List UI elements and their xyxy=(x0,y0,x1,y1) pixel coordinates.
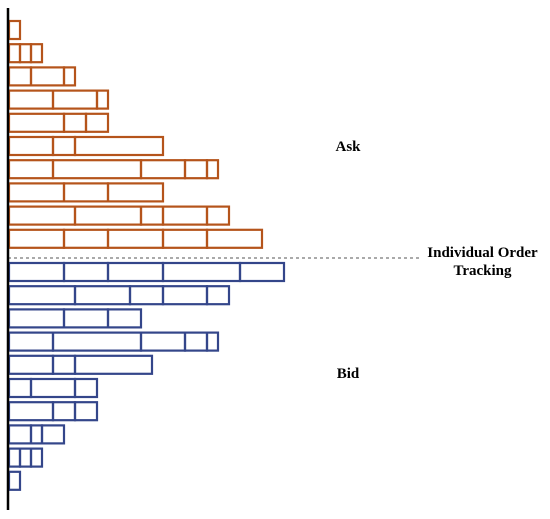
ask-order-box xyxy=(7,66,33,87)
bid-price-level xyxy=(7,401,99,422)
ask-order-box xyxy=(205,205,231,226)
ask-order-box xyxy=(7,43,22,64)
bid-price-level xyxy=(7,331,220,352)
ask-order-box xyxy=(62,66,77,87)
bid-order-box xyxy=(7,470,22,491)
bid-price-level xyxy=(7,377,99,399)
bid-order-box xyxy=(7,401,55,422)
ask-order-box xyxy=(161,205,209,226)
bid-order-box xyxy=(7,377,33,399)
bid-order-box xyxy=(62,308,110,329)
ask-label: Ask xyxy=(335,139,361,155)
bid-order-box xyxy=(73,285,132,306)
ask-order-box xyxy=(62,182,110,203)
bid-order-box xyxy=(7,308,66,329)
bid-order-box xyxy=(18,447,33,468)
ask-order-box xyxy=(95,89,110,110)
ask-price-level xyxy=(7,159,220,180)
ask-order-box xyxy=(73,135,165,157)
ask-order-box xyxy=(62,112,88,133)
bid-price-level xyxy=(7,285,231,306)
bid-order-box xyxy=(7,331,55,352)
individual-order-tracking-label: Individual Order Tracking xyxy=(420,244,545,280)
bid-order-box xyxy=(7,424,33,445)
ask-order-box xyxy=(51,135,77,157)
ask-order-box xyxy=(205,159,220,180)
bid-price-level xyxy=(7,470,22,491)
bid-order-box xyxy=(29,424,44,445)
ask-order-box xyxy=(139,205,165,226)
bid-order-box xyxy=(51,401,77,422)
ask-order-box xyxy=(73,205,143,226)
bid-order-box xyxy=(51,354,77,375)
bid-order-box xyxy=(73,401,99,422)
ask-order-box xyxy=(51,159,143,180)
ask-order-box xyxy=(7,159,55,180)
ask-order-box xyxy=(7,182,66,203)
bid-order-box xyxy=(139,331,187,352)
ask-order-box xyxy=(183,159,209,180)
ask-order-box xyxy=(106,182,165,203)
bid-price-level xyxy=(7,308,143,329)
bid-order-box xyxy=(7,447,22,468)
bid-order-box xyxy=(238,261,286,283)
ask-order-box xyxy=(62,228,110,249)
bid-price-level xyxy=(7,261,286,283)
bid-order-box xyxy=(161,261,242,283)
ask-price-level xyxy=(7,66,77,87)
ask-order-box xyxy=(139,159,187,180)
bid-price-level xyxy=(7,354,154,375)
tracking-label-line2: Tracking xyxy=(453,263,512,279)
bid-order-box xyxy=(205,331,220,352)
ask-order-box xyxy=(7,89,55,110)
bid-label: Bid xyxy=(336,366,360,382)
bid-order-box xyxy=(29,377,77,399)
ask-price-level xyxy=(7,89,110,110)
ask-order-box xyxy=(7,205,77,226)
bid-price-level xyxy=(7,447,44,468)
ask-order-stack xyxy=(7,19,264,249)
bid-order-box xyxy=(205,285,231,306)
bid-order-box xyxy=(128,285,165,306)
ask-order-box xyxy=(7,112,66,133)
bid-order-box xyxy=(7,285,77,306)
ask-order-box xyxy=(7,228,66,249)
ask-order-box xyxy=(51,89,99,110)
ask-price-level xyxy=(7,205,231,226)
ask-price-level xyxy=(7,182,165,203)
ask-order-box xyxy=(29,66,66,87)
bid-order-box xyxy=(29,447,44,468)
bid-order-box xyxy=(73,377,99,399)
bid-order-box xyxy=(51,331,143,352)
ask-price-level xyxy=(7,228,264,249)
bid-order-box xyxy=(183,331,209,352)
ask-order-box xyxy=(106,228,165,249)
bid-order-box xyxy=(7,354,55,375)
bid-order-box xyxy=(73,354,154,375)
ask-order-box xyxy=(18,43,33,64)
bid-order-box xyxy=(7,261,66,283)
bid-order-box xyxy=(106,261,165,283)
ask-price-level xyxy=(7,135,165,157)
ask-order-box xyxy=(29,43,44,64)
bid-price-level xyxy=(7,424,66,445)
bid-order-stack xyxy=(7,261,286,491)
ask-order-box xyxy=(205,228,264,249)
ask-order-box xyxy=(7,19,22,41)
tracking-label-line1: Individual Order xyxy=(427,245,538,261)
bid-order-box xyxy=(40,424,66,445)
bid-order-box xyxy=(161,285,209,306)
ask-price-level xyxy=(7,112,110,133)
bid-order-box xyxy=(106,308,143,329)
ask-order-box xyxy=(161,228,209,249)
ask-price-level xyxy=(7,43,44,64)
ask-order-box xyxy=(84,112,110,133)
ask-price-level xyxy=(7,19,22,41)
ask-order-box xyxy=(7,135,55,157)
bid-order-box xyxy=(62,261,110,283)
